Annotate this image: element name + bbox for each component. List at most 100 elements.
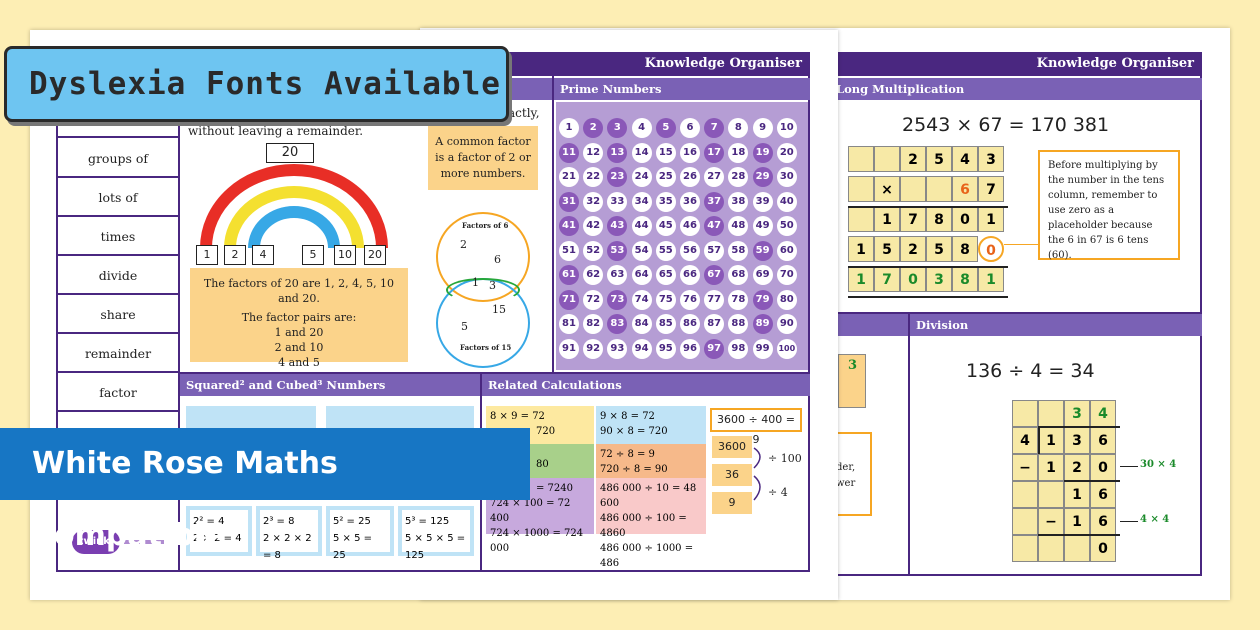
grid-number: 82 <box>583 314 604 334</box>
division-title: Division <box>910 314 1202 336</box>
grid-number: 78 <box>728 289 749 310</box>
prime-number: 19 <box>752 142 773 163</box>
vocab-item: share <box>58 296 178 334</box>
long-mult-cell: 2 <box>900 236 926 262</box>
placeholder-zero-connector <box>1004 244 1038 245</box>
long-mult-cell: 7 <box>874 266 900 292</box>
long-mult-cell: × <box>874 176 900 202</box>
factor-statement-box: The factors of 20 are 1, 2, 4, 5, 10 and… <box>190 268 408 369</box>
grid-number: 80 <box>776 289 797 310</box>
rel-cell-4: 72 ÷ 8 = 9 720 ÷ 8 = 90 <box>596 444 706 478</box>
grid-number: 100 <box>776 338 797 359</box>
long-mult-rule <box>848 296 1008 298</box>
grid-number: 27 <box>704 167 725 187</box>
pair-3: 4 and 5 <box>278 356 320 369</box>
division-rule <box>1038 426 1040 454</box>
partial-note-box <box>838 432 872 516</box>
long-mult-cell: 8 <box>952 236 978 262</box>
venn-num-1: 1 <box>472 276 479 289</box>
pair-1: 1 and 20 <box>274 326 324 339</box>
prime-number: 97 <box>704 338 725 359</box>
grid-number: 99 <box>752 338 773 359</box>
division-side-1: 30 × 4 <box>1140 459 1177 470</box>
prime-number: 73 <box>607 289 628 310</box>
grid-number: 52 <box>583 240 604 261</box>
grid-number: 50 <box>776 216 797 236</box>
factors-intro-b: without leaving a remainder. <box>188 124 364 138</box>
division-cell: − <box>1038 508 1064 535</box>
dyslexia-fonts-banner: Dyslexia Fonts Available <box>4 46 509 122</box>
long-mult-cell: 1 <box>848 266 874 292</box>
grid-number: 46 <box>680 216 700 236</box>
related-num-1: 3600 <box>712 436 752 458</box>
division-cell <box>1038 400 1064 427</box>
pair-2: 2 and 10 <box>274 341 324 354</box>
prime-number: 37 <box>704 191 725 212</box>
grid-number: 10 <box>776 118 797 138</box>
grid-number: 18 <box>728 142 749 163</box>
grid-number: 85 <box>655 314 676 334</box>
grid-number: 32 <box>583 191 604 212</box>
long-mult-cell: 6 <box>952 176 978 202</box>
grid-number: 74 <box>631 289 652 310</box>
long-mult-rule <box>848 266 1008 268</box>
partial-note-a: der, <box>836 462 856 473</box>
long-mult-cell: 3 <box>926 266 952 292</box>
prime-number: 53 <box>607 240 628 261</box>
power-box: 5³ = 125 5 × 5 × 5 = 125 <box>398 506 474 561</box>
grid-number: 77 <box>704 289 725 310</box>
division-cell: 1 <box>1038 454 1064 481</box>
venn-num-2: 2 <box>460 238 467 251</box>
rel-cell-6: 486 000 ÷ 10 = 48 600 486 000 ÷ 100 = 486… <box>596 478 706 569</box>
long-mult-cell: 0 <box>978 236 1004 262</box>
power-line: 5³ = 125 <box>405 516 450 527</box>
long-mult-cell: 5 <box>926 146 952 172</box>
venn-top-label: Factors of 6 <box>462 221 509 230</box>
grid-number: 57 <box>704 240 725 261</box>
grid-number: 96 <box>680 338 700 359</box>
grid-number: 90 <box>776 314 797 334</box>
partial-num: 3 <box>848 358 858 373</box>
grid-number: 49 <box>752 216 773 236</box>
prime-number: 11 <box>559 142 579 163</box>
vocab-item: groups of <box>58 140 178 178</box>
rainbow-number: 10 <box>334 245 356 265</box>
long-mult-cell: 1 <box>848 236 874 262</box>
rainbow-number: 20 <box>364 245 386 265</box>
prime-number: 23 <box>607 167 628 187</box>
long-mult-cell: 0 <box>900 266 926 292</box>
rel-cell-2: 9 × 8 = 72 90 × 8 = 720 <box>596 406 706 444</box>
related-title: Related Calculations <box>482 374 810 396</box>
grid-number: 72 <box>583 289 604 310</box>
grid-number: 75 <box>655 289 676 310</box>
power-line: 2 × 2 × 2 = 8 <box>263 533 312 561</box>
grid-number: 24 <box>631 167 652 187</box>
twinkl-logo: twinkl <box>72 530 120 554</box>
long-mult-note: Before multiplying by the number in the … <box>1038 150 1180 261</box>
long-mult-cell: 1 <box>978 266 1004 292</box>
grid-number: 91 <box>559 338 579 359</box>
partial-note-b: wer <box>836 478 856 489</box>
related-equation: 3600 ÷ 400 = 9 <box>710 408 802 446</box>
venn-num-15: 15 <box>492 303 506 316</box>
long-mult-cell <box>848 146 874 172</box>
division-equation: 136 ÷ 4 = 34 <box>966 360 1095 382</box>
grid-number: 12 <box>583 142 604 163</box>
long-mult-cell: 1 <box>978 206 1004 232</box>
grid-number: 58 <box>728 240 749 261</box>
division-cell: 6 <box>1090 481 1116 508</box>
division-cell: 0 <box>1090 454 1116 481</box>
vocab-item: divide <box>58 257 178 295</box>
venn-num-6: 6 <box>494 253 501 266</box>
division-cell: 4 <box>1090 400 1116 427</box>
power-line: 2³ = 8 <box>263 516 295 527</box>
grid-number: 15 <box>655 142 676 163</box>
grid-number: 87 <box>704 314 725 334</box>
division-cell: − <box>1012 454 1038 481</box>
related-op-2: ÷ 4 <box>768 486 788 499</box>
arrow-2 <box>1120 521 1138 522</box>
grid-number: 20 <box>776 142 797 163</box>
division-cell <box>1038 481 1064 508</box>
power-box: 2² = 42 × 2 = 4 <box>186 506 252 556</box>
division-cell: 3 <box>1064 400 1090 427</box>
